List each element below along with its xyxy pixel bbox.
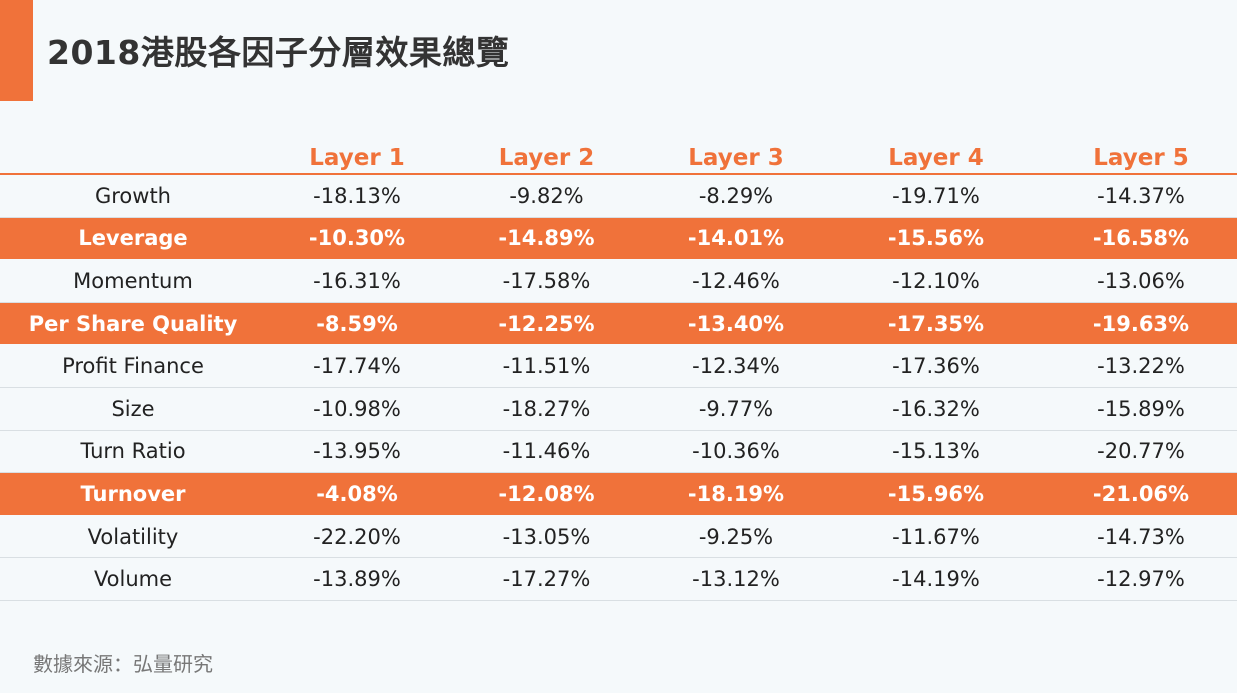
- table-cell-layer-3: -18.19%: [687, 481, 785, 506]
- table-row: Per Share Quality -8.59% -12.25% -13.40% -17…: [0, 302, 1237, 346]
- table-cell-layer-3: -9.25%: [698, 524, 774, 549]
- table-cell-layer-2: -17.27%: [502, 567, 591, 592]
- table-row: Volume -13.89% -17.27% -13.12% -14.19% -12.97…: [0, 558, 1237, 601]
- table-cell-layer-2: -12.08%: [498, 481, 595, 506]
- table-cell-layer-4: -19.71%: [892, 183, 980, 208]
- table-cell-layer-3: -12.34%: [692, 354, 780, 379]
- table-cell-layer-3: -14.01%: [687, 226, 785, 251]
- table-cell-layer-3: -9.77%: [698, 396, 774, 421]
- table-cell-layer-4: -17.35%: [887, 311, 985, 336]
- row-factor-name: Volume: [93, 567, 173, 592]
- table-cell-layer-3: -13.40%: [687, 311, 785, 336]
- column-header-layer-1: Layer 1: [309, 145, 405, 171]
- table-row: Turnover -4.08% -12.08% -18.19% -15.96% -21.0…: [0, 473, 1237, 516]
- chart-title: 2018港股各因子分層效果總覽: [47, 33, 510, 72]
- table-cell-layer-3: -13.12%: [692, 567, 780, 592]
- row-factor-name: Per Share Quality: [28, 311, 238, 336]
- table-cell-layer-3: -10.36%: [692, 439, 780, 464]
- column-header-layer-4: Layer 4: [888, 145, 984, 171]
- table-cell-layer-1: -10.98%: [313, 396, 401, 421]
- factor-table: Layer 1 Layer 2 Layer 3 Layer 4 Layer 5 …: [0, 138, 1237, 601]
- table-cell-layer-1: -13.89%: [313, 567, 401, 592]
- row-factor-name: Growth: [94, 183, 171, 208]
- table-row: Leverage -10.30% -14.89% -14.01% -15.56% -16.…: [0, 217, 1237, 261]
- table-cell-layer-4: -15.96%: [887, 481, 985, 506]
- table-cell-layer-4: -15.13%: [892, 439, 980, 464]
- row-factor-name: Volatility: [87, 524, 179, 549]
- table-cell-layer-3: -8.29%: [698, 183, 774, 208]
- table-cell-layer-2: -18.27%: [502, 396, 591, 421]
- table-row: Growth -18.13% -9.82% -8.29% -19.71% -14.37%: [0, 175, 1237, 218]
- table-cell-layer-5: -13.06%: [1097, 268, 1185, 293]
- table-cell-layer-4: -16.32%: [892, 396, 980, 421]
- table-cell-layer-5: -21.06%: [1092, 481, 1190, 506]
- table-row: Size -10.98% -18.27% -9.77% -16.32% -15.89%: [0, 388, 1237, 431]
- row-factor-name: Size: [111, 396, 155, 421]
- table-cell-layer-4: -15.56%: [887, 226, 985, 251]
- table-cell-layer-2: -17.58%: [502, 268, 591, 293]
- table-cell-layer-4: -11.67%: [892, 524, 980, 549]
- table-cell-layer-5: -16.58%: [1092, 226, 1190, 251]
- table-cell-layer-1: -16.31%: [313, 268, 401, 293]
- table-cell-layer-1: -13.95%: [313, 439, 401, 464]
- table-row: Turn Ratio -13.95% -11.46% -10.36% -15.13% -2…: [0, 431, 1237, 474]
- title-accent-bar: [0, 0, 33, 101]
- table-cell-layer-5: -19.63%: [1092, 311, 1190, 336]
- table-row: Profit Finance -17.74% -11.51% -12.34% -17.3…: [0, 345, 1237, 388]
- table-cell-layer-4: -17.36%: [892, 354, 980, 379]
- table-cell-layer-1: -4.08%: [316, 481, 398, 506]
- table-cell-layer-2: -12.25%: [498, 311, 595, 336]
- table-cell-layer-4: -14.19%: [892, 567, 980, 592]
- column-header-layer-3: Layer 3: [688, 145, 784, 171]
- row-factor-name: Profit Finance: [62, 354, 204, 379]
- table-cell-layer-1: -18.13%: [313, 183, 401, 208]
- row-factor-name: Leverage: [78, 226, 188, 251]
- column-header-layer-5: Layer 5: [1093, 145, 1189, 171]
- table-row: Volatility -22.20% -13.05% -9.25% -11.67% -14…: [0, 516, 1237, 559]
- table-cell-layer-5: -14.37%: [1097, 183, 1185, 208]
- row-factor-name: Momentum: [73, 268, 193, 293]
- table-cell-layer-3: -12.46%: [692, 268, 780, 293]
- table-cell-layer-2: -11.46%: [502, 439, 591, 464]
- table-cell-layer-2: -13.05%: [502, 524, 591, 549]
- row-factor-name: Turnover: [80, 481, 186, 506]
- table-cell-layer-1: -17.74%: [313, 354, 401, 379]
- table-cell-layer-5: -20.77%: [1097, 439, 1185, 464]
- table-header-row: Layer 1 Layer 2 Layer 3 Layer 4 Layer 5: [0, 138, 1237, 175]
- table-cell-layer-1: -8.59%: [316, 311, 398, 336]
- table-row: Momentum -16.31% -17.58% -12.46% -12.10% -13.…: [0, 260, 1237, 303]
- source-note: 數據來源：弘量研究: [33, 652, 213, 676]
- table-cell-layer-4: -12.10%: [892, 268, 980, 293]
- table-cell-layer-5: -12.97%: [1097, 567, 1185, 592]
- table-cell-layer-1: -22.20%: [313, 524, 401, 549]
- table-cell-layer-2: -11.51%: [502, 354, 591, 379]
- table-cell-layer-5: -15.89%: [1097, 396, 1185, 421]
- table-cell-layer-1: -10.30%: [308, 226, 406, 251]
- row-factor-name: Turn Ratio: [80, 439, 186, 464]
- table-cell-layer-2: -14.89%: [498, 226, 595, 251]
- column-header-layer-2: Layer 2: [498, 145, 595, 171]
- table-cell-layer-5: -14.73%: [1097, 524, 1185, 549]
- table-cell-layer-5: -13.22%: [1097, 354, 1185, 379]
- table-body: Growth -18.13% -9.82% -8.29% -19.71% -14.37% L…: [0, 175, 1237, 601]
- table-cell-layer-2: -9.82%: [509, 183, 584, 208]
